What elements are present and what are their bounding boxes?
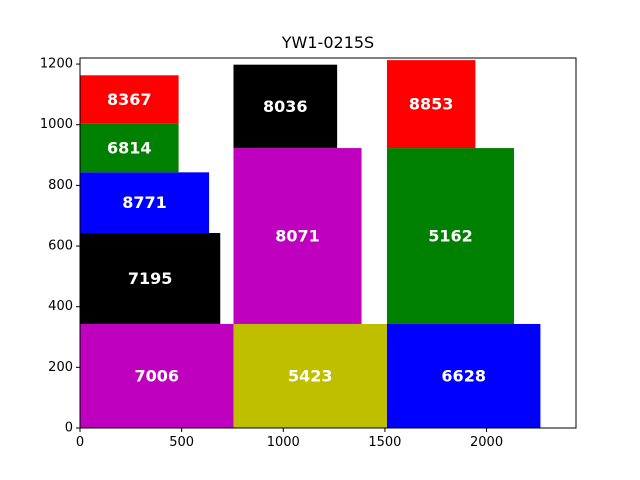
rect-label-5162: 5162 bbox=[428, 227, 473, 246]
rect-7195 bbox=[80, 232, 221, 324]
rect-label-8036: 8036 bbox=[263, 97, 308, 116]
rect-8036 bbox=[233, 64, 338, 149]
rect-label-7006: 7006 bbox=[134, 366, 179, 385]
rect-label-6814: 6814 bbox=[107, 139, 152, 158]
x-tick-label: 0 bbox=[76, 435, 84, 450]
rect-8367 bbox=[80, 75, 179, 124]
x-tick-label: 1000 bbox=[267, 435, 300, 450]
y-tick-label: 400 bbox=[48, 299, 73, 314]
y-tick-label: 200 bbox=[48, 360, 73, 375]
rect-label-8853: 8853 bbox=[409, 95, 454, 114]
rect-5162 bbox=[386, 148, 514, 324]
rect-8071 bbox=[233, 148, 362, 324]
rect-label-8367: 8367 bbox=[107, 90, 152, 109]
plot-frame bbox=[79, 57, 577, 429]
rect-6628 bbox=[386, 323, 541, 428]
x-tick-label: 2000 bbox=[470, 435, 503, 450]
y-tick-label: 0 bbox=[65, 421, 73, 436]
rect-7006 bbox=[80, 323, 234, 428]
y-tick-label: 1000 bbox=[40, 117, 73, 132]
rect-6814 bbox=[80, 123, 179, 173]
rect-5423 bbox=[233, 323, 387, 428]
rect-label-5423: 5423 bbox=[288, 366, 333, 385]
x-axis: 0 500 1000 1500 2000 bbox=[76, 428, 503, 450]
rect-8853 bbox=[386, 60, 476, 149]
y-tick-label: 600 bbox=[48, 239, 73, 254]
x-tick-label: 500 bbox=[169, 435, 194, 450]
rect-label-6628: 6628 bbox=[441, 366, 486, 385]
y-tick-label: 1200 bbox=[40, 57, 73, 72]
rect-label-8771: 8771 bbox=[122, 193, 167, 212]
rect-label-7195: 7195 bbox=[128, 269, 173, 288]
rectangles-layer: 7006 5423 6628 7195 8771 6814 8367 8071 8036 5162… bbox=[80, 60, 541, 428]
y-tick-label: 800 bbox=[48, 178, 73, 193]
rect-label-8071: 8071 bbox=[275, 227, 320, 246]
rect-8771 bbox=[80, 172, 210, 233]
x-tick-label: 1500 bbox=[368, 435, 401, 450]
chart-title: YW1-0215S bbox=[281, 33, 374, 52]
y-axis: 0 200 400 600 800 1000 1200 bbox=[40, 57, 80, 436]
